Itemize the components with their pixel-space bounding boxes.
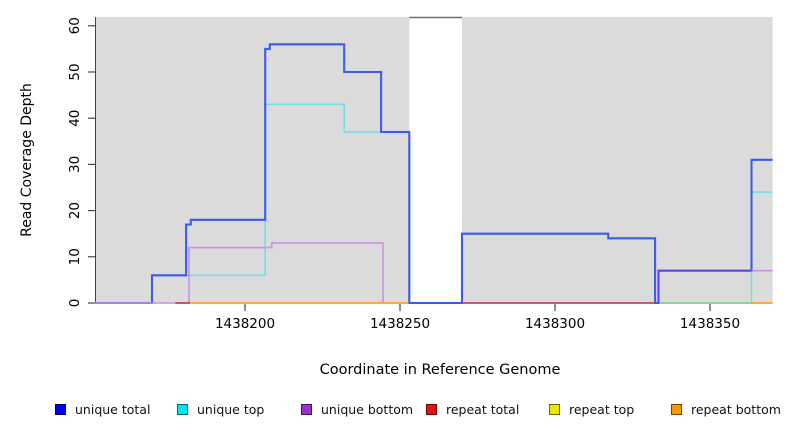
legend-label: repeat top	[569, 401, 635, 417]
x-tick-label: 1438250	[370, 316, 430, 332]
legend-label: unique bottom	[321, 401, 414, 417]
legend-swatch-icon	[301, 403, 312, 415]
legend-label: unique top	[197, 401, 265, 417]
y-tick-label: 50	[67, 63, 83, 80]
coverage-panel	[462, 17, 773, 303]
legend-item-unique-top: unique top	[177, 400, 264, 418]
x-tick-label: 1438350	[680, 316, 740, 332]
y-tick-label: 30	[67, 156, 83, 173]
series-line-unique-total	[95, 43, 773, 305]
legend-item-repeat-bottom: repeat bottom	[671, 400, 781, 418]
y-axis-label: Read Coverage Depth	[19, 83, 35, 237]
legend-item-repeat-total: repeat total	[426, 400, 519, 418]
x-tick-label: 1438200	[215, 316, 275, 332]
legend-swatch-icon	[177, 403, 188, 415]
coverage-panel	[95, 17, 410, 303]
y-tick-label: 10	[67, 248, 83, 265]
legend: unique total unique top unique bottom repea…	[0, 400, 792, 420]
series-line-unique-bottom	[657, 269, 752, 303]
legend-swatch-icon	[55, 403, 66, 415]
legend-label: unique total	[75, 401, 151, 417]
y-tick-label: 60	[67, 17, 83, 34]
y-tick-label: 40	[67, 110, 83, 127]
legend-item-repeat-top: repeat top	[549, 400, 634, 418]
legend-item-unique-total: unique total	[55, 400, 150, 418]
legend-swatch-icon	[426, 403, 437, 415]
x-tick-label: 1438300	[525, 316, 585, 332]
y-tick-label: 0	[67, 299, 83, 308]
legend-item-unique-bottom: unique bottom	[301, 400, 413, 418]
plot-canvas: 0 10 20 30 40 50 60 1438200 1438250 1438300 143835…	[67, 16, 773, 332]
x-axis-label: Coordinate in Reference Genome	[319, 362, 561, 378]
y-tick-label: 20	[67, 202, 83, 219]
legend-label: repeat bottom	[691, 401, 781, 417]
legend-swatch-icon	[671, 403, 682, 415]
legend-label: repeat total	[446, 401, 520, 417]
legend-swatch-icon	[549, 403, 560, 415]
